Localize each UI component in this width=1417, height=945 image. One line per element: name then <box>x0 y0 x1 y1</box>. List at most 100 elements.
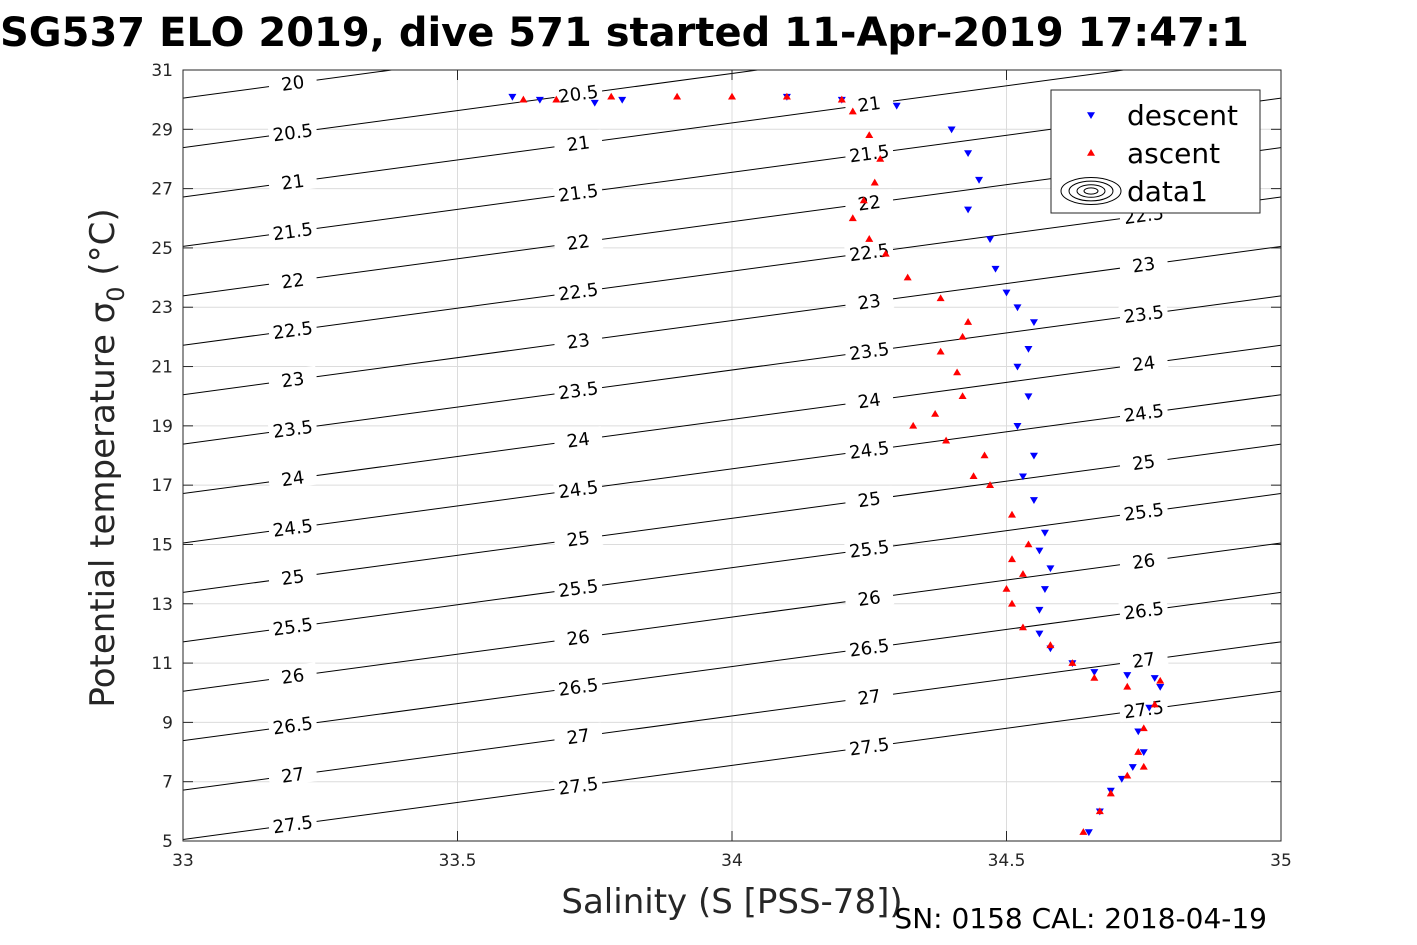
contour-line <box>183 443 1281 593</box>
descent-point <box>1046 565 1055 573</box>
y-tick-label: 23 <box>151 298 173 318</box>
ascent-point <box>859 196 868 204</box>
contour-label-bg <box>843 90 895 117</box>
ascent-point <box>1079 828 1088 835</box>
contour-label-bg <box>267 563 318 590</box>
contour-label-text: 20 <box>280 72 306 96</box>
contour-label-text: 23 <box>1131 254 1157 278</box>
contour-label-text: 25 <box>280 566 306 590</box>
legend-contour-icon <box>1076 184 1106 198</box>
contour-label-bg <box>1118 646 1169 673</box>
ascent-point <box>942 436 951 444</box>
contour-label: 22.5 <box>843 238 895 266</box>
x-axis-ticks: 33 33.5 34 34.5 35 <box>172 70 1292 871</box>
contour-label-bg <box>1118 695 1169 722</box>
ascent-point <box>1139 724 1148 732</box>
x-axis-label: Salinity (S [PSS-78]) <box>561 882 902 922</box>
descent-point <box>964 150 973 158</box>
ascent-point <box>1007 555 1016 563</box>
contour-label-bg <box>267 217 318 244</box>
contour-label-bg <box>553 327 604 354</box>
contour-line <box>183 196 1281 346</box>
contour-label-bg <box>553 722 604 749</box>
chart-title: SG537 ELO 2019, dive 571 started 11-Apr-… <box>0 10 1249 56</box>
ascent-point <box>1024 540 1033 548</box>
contour-label-bg <box>1118 547 1169 574</box>
contour-line <box>183 245 1281 396</box>
contour-label-text: 24 <box>566 429 592 453</box>
descent-point <box>1002 289 1011 297</box>
contour-label-text: 21 <box>566 132 592 156</box>
contour-label-bg <box>1118 497 1169 525</box>
y-tick-label: 25 <box>151 239 173 259</box>
descent-point <box>1040 586 1049 593</box>
legend-ascent-marker <box>1087 149 1095 156</box>
y-tick-label: 17 <box>151 476 173 496</box>
contour-label-bg <box>843 287 895 315</box>
y-tick-label: 19 <box>151 417 173 437</box>
contour-label: 20 <box>267 69 318 96</box>
y-tick-label: 15 <box>151 535 173 555</box>
contour-label-bg <box>843 732 895 759</box>
contour-label-bg <box>267 266 318 294</box>
contour-label: 26.5 <box>1118 596 1169 625</box>
contour-label-bg <box>267 612 318 640</box>
contour-label-bg <box>553 80 604 107</box>
ascent-point <box>728 92 736 100</box>
legend-contour-icon <box>1068 180 1114 202</box>
y-axis-label: Potential temperature σ0 (°C) <box>83 208 130 707</box>
x-tick-label: 34 <box>721 851 743 871</box>
legend-label-ascent: ascent <box>1127 137 1220 170</box>
y-tick-label: 31 <box>151 61 173 81</box>
ascent-point <box>1106 789 1115 797</box>
contour-label-text: 22 <box>280 270 306 294</box>
descent-point <box>1024 393 1033 401</box>
contour-label-bg <box>267 464 318 491</box>
legend-label-data1: data1 <box>1127 175 1208 208</box>
contour-line <box>183 690 1281 841</box>
contour-label-bg <box>843 386 895 414</box>
ascent-point <box>1134 748 1143 755</box>
descent-point <box>964 206 973 214</box>
contour-label-bg <box>843 633 895 661</box>
ascent-point <box>876 154 885 162</box>
contour-label-bg <box>267 514 318 541</box>
contour-label-text: 23 <box>857 291 883 315</box>
ascent-point <box>865 235 874 242</box>
contour-label-bg <box>553 475 604 502</box>
contour-label-text: 22 <box>566 231 592 255</box>
contour-label: 22.5 <box>553 277 604 305</box>
contour-label-bg <box>553 277 604 305</box>
contour-label-text: 21 <box>857 93 883 117</box>
contour-label-bg <box>843 584 895 611</box>
descent-point <box>975 176 984 184</box>
y-axis-label-part: Potential temperature σ <box>83 302 123 708</box>
descent-point <box>1029 497 1038 504</box>
descent-point <box>1150 675 1159 682</box>
contour-label-bg <box>267 761 318 788</box>
ascent-point <box>1123 682 1132 690</box>
ascent-point <box>953 368 962 376</box>
contour-label-bg <box>267 168 318 195</box>
ascent-point <box>969 472 978 480</box>
contour-label-bg <box>553 673 604 700</box>
descent-point <box>1084 829 1093 837</box>
contour-label: 25 <box>553 524 604 551</box>
contour-label-text: 24 <box>857 389 883 413</box>
contour-label-bg <box>1118 448 1169 475</box>
descent-point <box>1013 423 1022 430</box>
contour-label-bg <box>843 337 895 364</box>
serial-calibration-footer: SN: 0158 CAL: 2018-04-19 <box>894 902 1267 935</box>
descent-point <box>508 93 517 101</box>
ascent-point <box>1007 510 1016 518</box>
contour-label-bg <box>553 426 604 453</box>
descent-point <box>1035 547 1044 555</box>
descent-point <box>1128 764 1137 771</box>
contour-label-bg <box>267 118 318 145</box>
contour-label-bg <box>1118 349 1169 376</box>
contour-label: 27 <box>1118 646 1169 673</box>
contour-label: 25 <box>267 563 318 590</box>
contour-label-bg <box>553 178 604 206</box>
contour-label-bg <box>553 228 604 255</box>
ascent-point <box>936 294 945 302</box>
